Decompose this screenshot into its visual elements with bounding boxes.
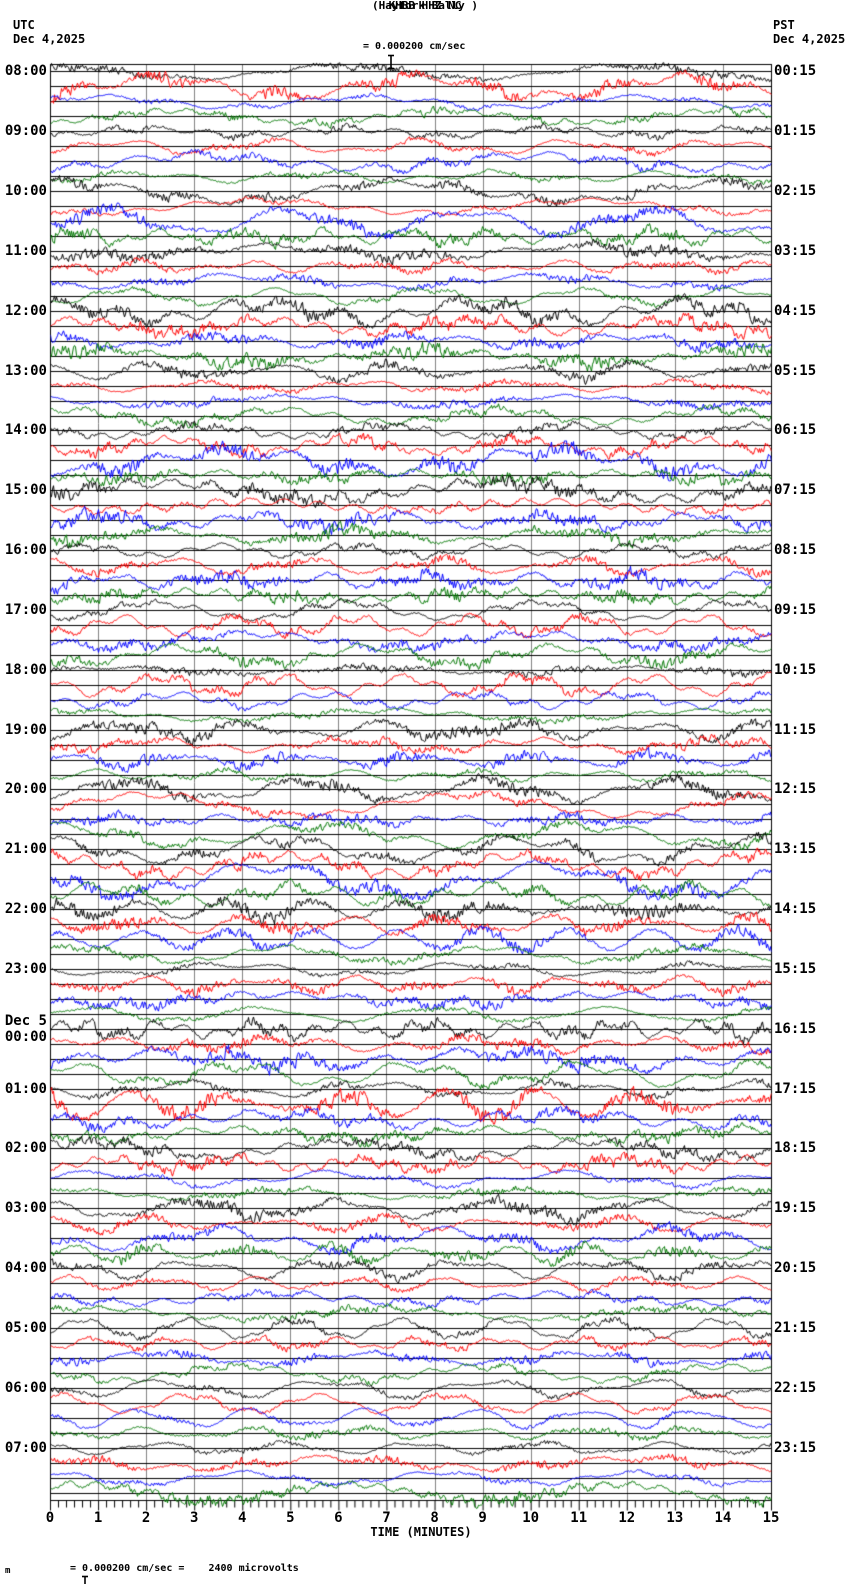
utc-hour-label: 04:00 <box>4 1260 47 1277</box>
pst-hour-label: 16:15 <box>774 1020 817 1037</box>
pst-hour-label: 17:15 <box>774 1080 817 1097</box>
station-subtitle: (Hayfork Bally ) <box>372 0 478 12</box>
pst-hour-label: 10:15 <box>774 661 817 678</box>
utc-hour-label: 08:00 <box>4 63 47 80</box>
utc-hour-label: 06:00 <box>4 1379 47 1396</box>
utc-hour-label: 18:00 <box>4 661 47 678</box>
station-title: KHBB HHZ NC <box>388 0 462 12</box>
pst-hour-label: 23:15 <box>774 1439 817 1456</box>
x-axis-tick-label: 5 <box>286 1510 295 1526</box>
scale-label: = 0.000200 cm/sec <box>363 41 466 52</box>
x-axis-tick-label: 3 <box>189 1510 199 1526</box>
utc-hour-label: 15:00 <box>4 482 47 499</box>
pst-hour-label: 06:15 <box>774 422 817 439</box>
utc-hour-label: 19:00 <box>4 721 47 738</box>
pst-hour-label: 11:15 <box>774 721 817 738</box>
pst-hour-label: 02:15 <box>774 183 817 200</box>
pst-hour-label: 12:15 <box>774 781 817 798</box>
x-axis-tick-label: 0 <box>45 1510 55 1526</box>
footer-scale-note: = 0.000200 cm/sec = 2400 microvolts <box>70 1563 299 1574</box>
pst-hour-label: 22:15 <box>774 1379 817 1396</box>
utc-hour-label: 22:00 <box>4 901 47 918</box>
x-axis-tick-label: 1 <box>93 1510 103 1526</box>
utc-hour-label: 20:00 <box>4 781 47 798</box>
utc-hour-label: 02:00 <box>4 1140 47 1157</box>
utc-hour-label: 12:00 <box>4 302 47 319</box>
utc-hour-label: 03:00 <box>4 1200 47 1217</box>
x-axis-tick-label: 14 <box>714 1510 732 1526</box>
right-date-label: Dec 4,2025 <box>773 32 846 46</box>
pst-hour-label: 15:15 <box>774 960 817 977</box>
utc-hour-label: 01:00 <box>4 1080 47 1097</box>
pst-hour-label: 21:15 <box>774 1319 817 1336</box>
pst-hour-label: 13:15 <box>774 841 817 858</box>
utc-hour-label: 21:00 <box>4 841 47 858</box>
left-timezone-label: UTC <box>13 18 35 32</box>
x-axis-tick-label: 15 <box>762 1510 780 1526</box>
left-date-label: Dec 4,2025 <box>13 32 86 46</box>
pst-hour-label: 04:15 <box>774 302 817 319</box>
pst-hour-label: 08:15 <box>774 542 817 559</box>
x-axis-tick-label: 10 <box>522 1510 540 1526</box>
pst-hour-label: 03:15 <box>774 242 817 259</box>
pst-hour-label: 14:15 <box>774 901 817 918</box>
utc-hour-label: 09:00 <box>4 123 47 140</box>
utc-hour-label: 10:00 <box>4 183 47 200</box>
scale-ibeam-icon <box>347 38 396 89</box>
pst-hour-label: 00:15 <box>774 63 817 80</box>
pst-hour-label: 19:15 <box>774 1200 817 1217</box>
x-axis-tick-label: 4 <box>238 1510 247 1526</box>
x-axis-tick-label: 2 <box>141 1510 151 1526</box>
utc-hour-label: 07:00 <box>4 1439 47 1456</box>
utc-hour-label: 11:00 <box>4 242 47 259</box>
x-axis-tick-label: 8 <box>430 1510 439 1526</box>
utc-hour-label: 17:00 <box>4 601 47 618</box>
x-axis-tick-label: 12 <box>618 1510 636 1526</box>
x-axis-tick-label: 11 <box>570 1510 588 1526</box>
pst-hour-label: 05:15 <box>774 362 817 379</box>
utc-hour-label: 00:00 <box>4 1028 47 1045</box>
pst-hour-label: 07:15 <box>774 482 817 499</box>
x-axis-tick-label: 7 <box>382 1510 391 1526</box>
pst-hour-label: 01:15 <box>774 123 817 140</box>
x-axis-tick-label: 13 <box>666 1510 684 1526</box>
x-axis-tick-label: 6 <box>334 1510 343 1526</box>
utc-day-break-label: Dec 5 <box>4 1012 47 1029</box>
utc-hour-label: 05:00 <box>4 1319 47 1336</box>
utc-hour-label: 14:00 <box>4 422 47 439</box>
pst-hour-label: 09:15 <box>774 601 817 618</box>
x-axis-tick-label: 9 <box>478 1510 487 1526</box>
footer-scale-glyph: m <box>5 1566 11 1576</box>
utc-hour-label: 13:00 <box>4 362 47 379</box>
utc-hour-label: 16:00 <box>4 542 47 559</box>
pst-hour-label: 20:15 <box>774 1260 817 1277</box>
right-timezone-label: PST <box>773 18 795 32</box>
pst-hour-label: 18:15 <box>774 1140 817 1157</box>
x-axis-title: TIME (MINUTES) <box>370 1525 472 1539</box>
utc-hour-label: 23:00 <box>4 960 47 977</box>
